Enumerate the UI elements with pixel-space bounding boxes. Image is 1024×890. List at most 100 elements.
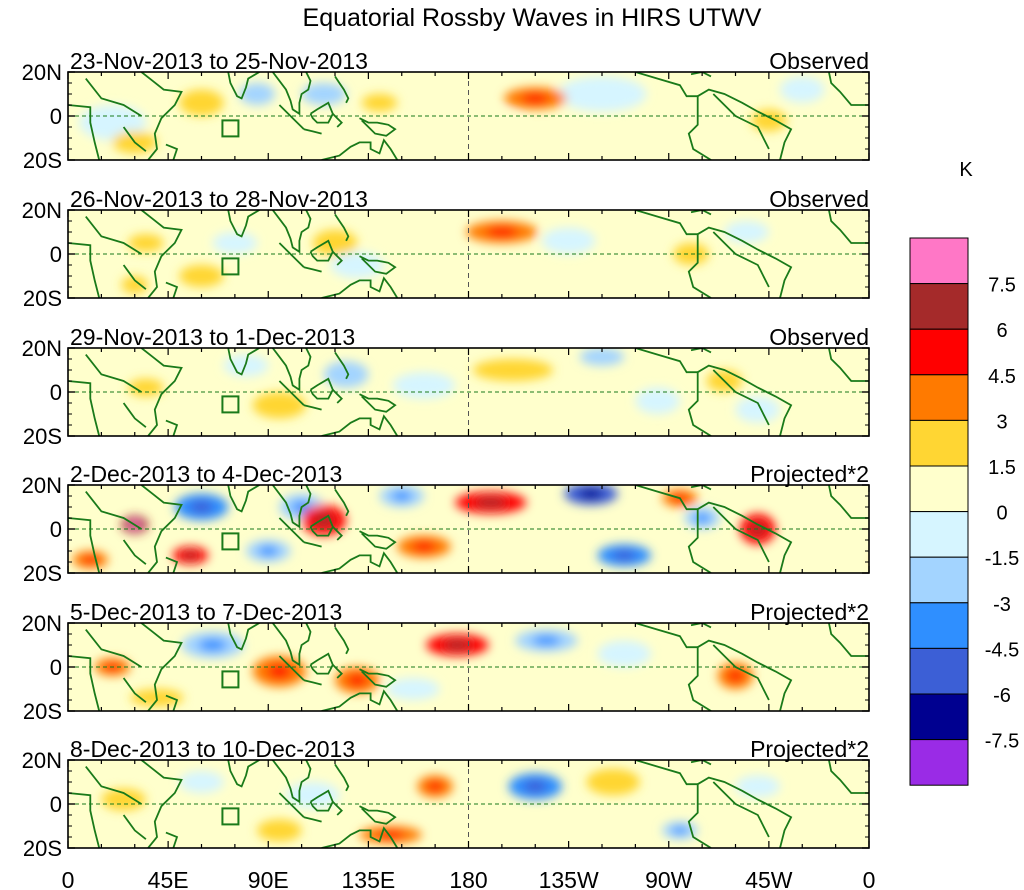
coastline — [85, 491, 142, 530]
colorbar-swatch — [909, 556, 969, 604]
coastline — [697, 364, 793, 436]
anomaly-blob — [361, 94, 398, 112]
coastline — [359, 393, 397, 413]
anomaly-blob — [880, 105, 947, 140]
coastline — [140, 760, 183, 848]
coastline — [697, 226, 793, 298]
anomaly-blob — [179, 771, 224, 793]
coastline — [271, 623, 312, 667]
coastline — [321, 551, 399, 573]
anomaly-blob — [541, 227, 596, 254]
coastline — [122, 677, 147, 703]
y-tick-label: 0 — [50, 517, 62, 542]
coastline — [227, 210, 260, 238]
coastline — [334, 626, 350, 655]
coastline — [140, 72, 183, 160]
coastline — [68, 792, 101, 848]
coastline — [828, 348, 869, 382]
panel-6: 20N 0 20S 8-Dec-2013 to 10-Dec-2013 Projecte… — [22, 736, 870, 861]
coastline — [690, 485, 712, 491]
anomaly-core — [578, 488, 603, 499]
colorbar-label: 0 — [996, 503, 1007, 525]
coastline — [140, 210, 183, 298]
coastline — [227, 760, 260, 788]
y-tick-label: 20N — [22, 198, 62, 223]
coastline — [165, 143, 179, 160]
coastline — [303, 266, 322, 273]
coastline — [140, 485, 183, 573]
anomaly-core — [82, 555, 99, 564]
coastline — [122, 126, 147, 152]
anomaly-blob — [751, 109, 787, 132]
coastline — [303, 404, 322, 411]
coastline — [712, 93, 770, 150]
coastline — [828, 760, 869, 794]
anomaly-blob — [301, 83, 347, 105]
anomaly-core — [427, 781, 444, 792]
x-tick-label: 0 — [62, 867, 75, 890]
coastline — [122, 264, 147, 290]
y-tick-label: 20S — [23, 836, 62, 861]
coastline — [309, 239, 334, 262]
coastline — [334, 213, 350, 242]
colorbar-label: 6 — [996, 320, 1007, 342]
coastline — [359, 805, 397, 825]
anomaly-blob — [0, 76, 24, 102]
coastline — [359, 255, 397, 275]
coastline — [712, 506, 770, 563]
anomaly-core — [267, 664, 292, 679]
anomaly-blob — [873, 551, 909, 569]
coastline — [309, 789, 334, 812]
coastline — [334, 488, 350, 517]
colorbar-swatch — [909, 283, 969, 330]
coastline — [278, 792, 305, 818]
anomaly-blob — [597, 640, 651, 667]
panel-5: 20N 0 20S 5-Dec-2013 to 7-Dec-2013 Projected… — [22, 599, 870, 724]
coastline — [278, 655, 305, 681]
y-tick-label: 20S — [23, 286, 62, 311]
anomaly-blob — [1014, 232, 1024, 254]
y-tick-label: 20S — [23, 699, 62, 724]
anomaly-core — [376, 830, 405, 839]
anomaly-blob — [724, 221, 769, 243]
panel-kind-label: Observed — [769, 186, 869, 212]
colorbar-swatch — [909, 602, 969, 649]
coastline — [359, 530, 397, 550]
y-tick-label: 0 — [50, 655, 62, 680]
region-box — [221, 670, 240, 689]
colorbar-label: -4.5 — [985, 639, 1019, 661]
anomaly-core — [532, 635, 561, 646]
coastline — [697, 776, 793, 848]
coastline — [85, 78, 142, 117]
coastline — [227, 485, 260, 513]
x-tick-label: 135W — [539, 867, 599, 890]
panel-kind-label: Observed — [769, 324, 869, 350]
coastline — [122, 814, 147, 840]
coastline — [227, 623, 260, 651]
coastline — [271, 210, 312, 254]
colorbar-label: -3 — [993, 594, 1011, 616]
y-tick-label: 20N — [22, 336, 62, 361]
anomaly-core — [391, 491, 412, 501]
y-tick-label: 0 — [50, 380, 62, 405]
colorbar-swatch — [909, 328, 969, 376]
x-axis: 0 45E 90E 135E 180 135W 90W 45W 0 — [62, 867, 876, 890]
anomaly-core — [189, 501, 214, 513]
panel-date-range: 5-Dec-2013 to 7-Dec-2013 — [70, 599, 342, 625]
coastline — [359, 668, 397, 688]
panel-date-range: 23-Nov-2013 to 25-Nov-2013 — [70, 48, 368, 74]
panel-date-range: 8-Dec-2013 to 10-Dec-2013 — [70, 736, 355, 762]
coastline — [712, 644, 770, 701]
coastline — [828, 72, 869, 106]
coastline — [271, 348, 312, 392]
region-box — [221, 395, 240, 414]
coastline — [271, 485, 312, 529]
coastline — [68, 380, 101, 436]
coastline — [85, 629, 142, 668]
coastline — [227, 72, 260, 100]
panel-date-range: 26-Nov-2013 to 28-Nov-2013 — [70, 186, 368, 212]
anomaly-core — [411, 541, 437, 552]
anomaly-core — [523, 780, 548, 793]
coastline — [690, 210, 712, 216]
region-box — [221, 532, 240, 551]
